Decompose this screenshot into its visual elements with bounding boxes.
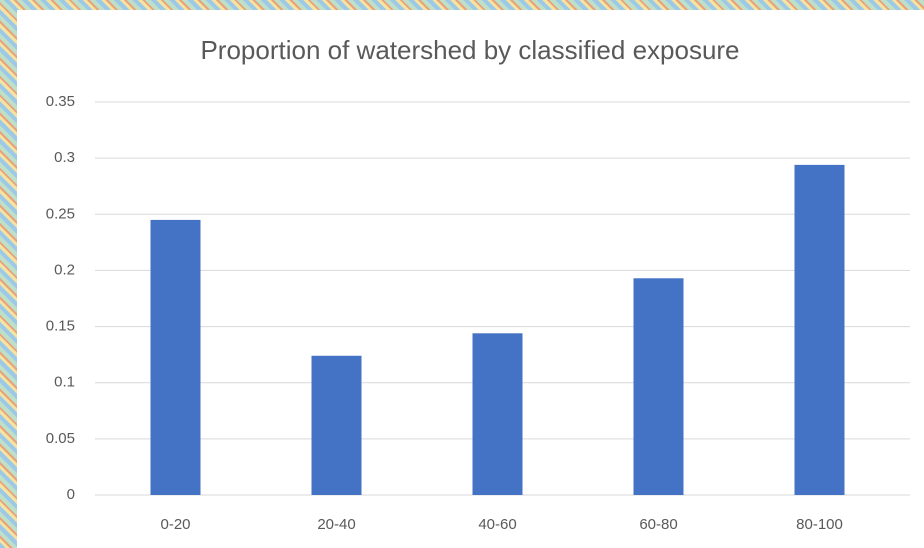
- bar: [150, 219, 201, 495]
- x-tick-label: 60-80: [639, 516, 677, 533]
- x-tick-label: 20-40: [317, 516, 355, 533]
- y-tick-label: 0.25: [46, 205, 75, 222]
- x-tick-label: 0-20: [160, 516, 190, 533]
- bar: [794, 164, 845, 495]
- y-tick-label: 0.1: [54, 374, 75, 391]
- y-tick-label: 0.3: [54, 149, 75, 166]
- y-tick-label: 0.15: [46, 318, 75, 335]
- y-tick-label: 0.05: [46, 430, 75, 447]
- bar: [633, 278, 684, 495]
- x-tick-label: 40-60: [478, 516, 516, 533]
- chart-title: Proportion of watershed by classified ex…: [200, 35, 739, 65]
- x-tick-label: 80-100: [796, 516, 843, 533]
- bar: [311, 355, 362, 495]
- y-tick-label: 0.2: [54, 261, 75, 278]
- bar: [472, 333, 523, 495]
- y-tick-label: 0: [67, 486, 75, 503]
- y-tick-label: 0.35: [46, 93, 75, 110]
